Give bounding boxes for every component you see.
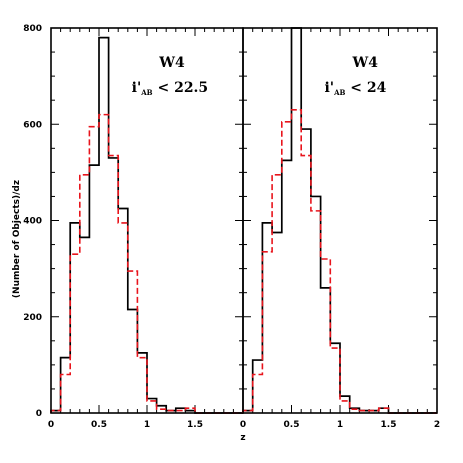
panel-frame bbox=[242, 27, 438, 414]
histogram-dashed-red bbox=[242, 109, 437, 414]
x-tick-label: 1.5 bbox=[187, 420, 203, 430]
x-tick-label: 1 bbox=[144, 420, 150, 430]
y-tick-label: 400 bbox=[23, 217, 42, 227]
x-tick-label: 1.5 bbox=[381, 420, 397, 430]
x-tick-label: 0.5 bbox=[91, 420, 107, 430]
panel-2: 0 0.5 1 1.5 2 W4 i'AB < 24 bbox=[240, 27, 440, 430]
histogram-dashed-red bbox=[50, 113, 243, 414]
panel-1: 0 0.5 1 1.5 W4 i'AB < 22.5 bbox=[48, 27, 244, 430]
x-tick-label: 0.5 bbox=[284, 420, 300, 430]
y-tick-label: 200 bbox=[23, 313, 42, 323]
y-tick-label: 600 bbox=[23, 120, 42, 130]
y-tick-label: 0 bbox=[36, 409, 42, 419]
x-tick-label: 1 bbox=[337, 420, 343, 430]
x-tick-label: 2 bbox=[434, 420, 440, 430]
panel-field-label: W4 bbox=[158, 55, 185, 71]
x-axis-label: z bbox=[240, 433, 245, 443]
x-tick-label: 0 bbox=[48, 420, 54, 430]
y-axis-label: (Number of Objects)/dz bbox=[12, 180, 22, 298]
panel-mag-cut-label: i'AB < 22.5 bbox=[132, 80, 209, 97]
y-tick-label: 800 bbox=[23, 24, 42, 34]
panel-field-label: W4 bbox=[351, 55, 378, 71]
x-tick-label: 0 bbox=[240, 420, 246, 430]
panel-mag-cut-label: i'AB < 24 bbox=[324, 80, 386, 97]
